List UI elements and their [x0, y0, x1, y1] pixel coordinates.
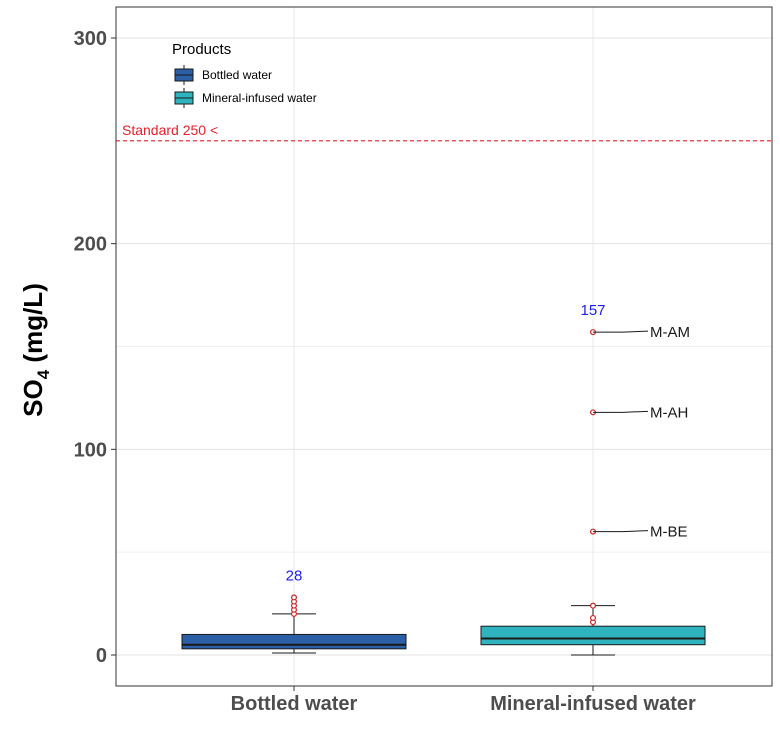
standard-label: Standard 250 < [122, 122, 218, 138]
y-axis-title-unit: (mg/L) [18, 283, 48, 370]
outlier-point [291, 594, 298, 601]
max-value-label: 157 [580, 302, 605, 319]
y-axis: 0 100 200 300 [74, 28, 116, 667]
x-tick-label: Mineral-infused water [490, 693, 696, 715]
annotation-label: M-BE [650, 524, 688, 541]
boxes: 28 157 [181, 302, 706, 656]
annotation-label: M-AM [650, 324, 690, 341]
y-tick-label: 0 [96, 645, 107, 667]
y-axis-title: SO4 (mg/L) [18, 283, 53, 417]
outlier-point [589, 602, 596, 609]
y-axis-title-main: SO [18, 379, 48, 417]
legend-entry-label: Bottled water [202, 68, 272, 82]
box-0: 28 [181, 567, 407, 654]
y-axis-title-subscript: 4 [34, 369, 53, 379]
y-tick-label: 300 [74, 28, 107, 50]
annotation-leader [622, 410, 649, 413]
x-tick-label: Bottled water [231, 693, 358, 715]
legend-title: Products [172, 41, 231, 58]
gridlines [116, 7, 772, 686]
y-tick-label: 100 [74, 439, 107, 461]
legend-entry-label: Mineral-infused water [202, 91, 317, 105]
annotation-label: M-AH [650, 404, 688, 421]
annotation-leader [622, 530, 649, 533]
max-value-label: 28 [286, 567, 303, 584]
box-body [181, 633, 407, 650]
legend: Products Bottled water Mineral-infused wa… [172, 41, 317, 108]
box-1: 157 [480, 302, 706, 656]
annotation-leader [622, 330, 649, 333]
outlier-point [589, 614, 596, 621]
x-axis: Bottled water Mineral-infused water [231, 686, 696, 715]
standard-reference: Standard 250 < [116, 122, 772, 142]
y-tick-label: 200 [74, 234, 107, 256]
plot-panel [115, 6, 773, 687]
box-body [480, 625, 706, 646]
annotations: M-AM M-AH M-BE [593, 324, 690, 541]
